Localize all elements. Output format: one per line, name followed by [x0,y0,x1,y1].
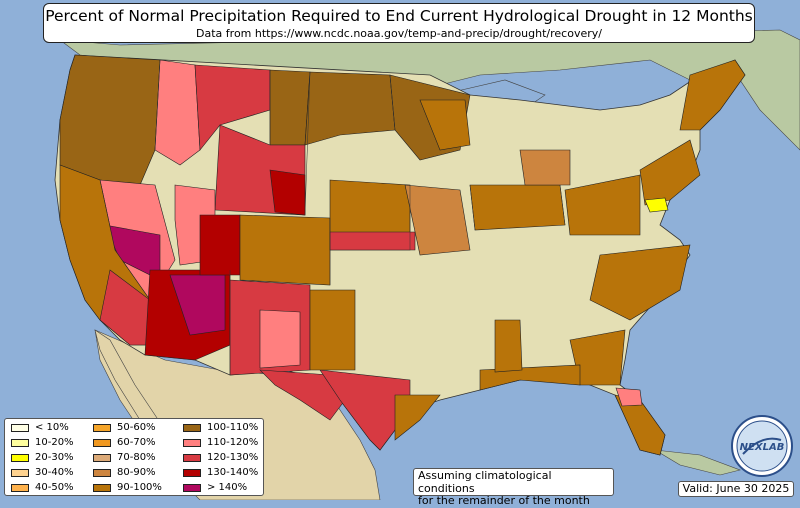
legend-swatch [183,468,201,477]
legend-swatch [183,483,201,492]
legend-item: 80-90% [93,467,156,478]
legend-swatch [93,453,111,462]
region-montana-west [194,64,271,151]
legend-item: 70-80% [93,452,156,463]
region-mississippi [494,319,523,373]
legend-label: 30-40% [35,467,74,478]
assumption-note: Assuming climatological conditions for t… [413,468,614,507]
legend-label: 100-110% [207,422,259,433]
region-wyoming-dark [269,169,306,216]
legend-item: 120-130% [183,452,258,463]
region-wisconsin-michigan [419,99,471,151]
legend-label: 60-70% [117,437,156,448]
legend-label: 20-30% [35,452,74,463]
legend-swatch [93,438,111,447]
legend-label: 130-140% [207,467,259,478]
region-dakotas [304,71,396,146]
region-michigan-lower [519,149,571,186]
legend-swatch [93,423,111,432]
region-carolinas [589,244,691,321]
region-texas-coast [394,394,441,441]
region-ohio-pa [564,174,641,236]
cuba [654,449,742,476]
region-kansas-red [329,231,416,251]
region-illinois-indiana [469,184,566,231]
region-montana-east [269,69,311,146]
valid-date: Valid: June 30 2025 [678,481,794,497]
region-colorado [239,214,331,286]
legend-item: 130-140% [183,467,258,478]
map-title: Percent of Normal Precipitation Required… [45,7,753,25]
legend-item: 30-40% [11,467,74,478]
region-iowa-missouri [404,184,471,256]
region-maryland-yellow [644,197,669,213]
title-box: Percent of Normal Precipitation Required… [43,3,755,43]
logo-text: NEXLAB [740,442,785,453]
legend-swatch [11,468,29,477]
legend-label: 80-90% [117,467,156,478]
region-mid-atlantic [639,139,701,206]
legend-item: > 140% [183,482,247,493]
legend-swatch [11,453,29,462]
state-borders [154,59,566,375]
region-new-england [679,59,746,131]
map-subtitle: Data from https://www.ncdc.noaa.gov/temp… [196,27,602,40]
legend-label: < 10% [35,422,69,433]
region-idaho-pink [154,59,201,166]
legend-swatch [11,423,29,432]
legend-item: 60-70% [93,437,156,448]
region-oklahoma-west [309,289,356,371]
legend-swatch [93,468,111,477]
legend: < 10% 10-20% 20-30% 30-40% 40-50% 50-60% 60-70… [4,418,264,496]
region-texas-central [319,369,411,451]
region-new-mexico-pink [259,309,301,369]
legend-item: < 10% [11,422,69,433]
legend-swatch [11,438,29,447]
legend-item: 40-50% [11,482,74,493]
legend-label: 50-60% [117,422,156,433]
legend-swatch [183,453,201,462]
region-pacific-northwest [59,54,161,186]
legend-swatch [183,423,201,432]
legend-item: 20-30% [11,452,74,463]
legend-item: 50-60% [93,422,156,433]
legend-swatch [11,483,29,492]
legend-label: 10-20% [35,437,74,448]
legend-label: 110-120% [207,437,259,448]
legend-swatch [93,483,111,492]
legend-item: 110-120% [183,437,258,448]
legend-label: 70-80% [117,452,156,463]
legend-swatch [183,438,201,447]
region-utah-southern [199,214,241,276]
nexlab-logo: NEXLAB [731,415,793,477]
legend-label: 90-100% [117,482,162,493]
region-florida-pink [615,387,643,407]
legend-label: 120-130% [207,452,259,463]
note-line-2: for the remainder of the month [418,494,590,507]
note-line-1: Assuming climatological conditions [418,469,552,495]
legend-label: > 140% [207,482,248,493]
legend-item: 90-100% [93,482,162,493]
legend-item: 10-20% [11,437,74,448]
legend-label: 40-50% [35,482,74,493]
legend-item: 100-110% [183,422,258,433]
